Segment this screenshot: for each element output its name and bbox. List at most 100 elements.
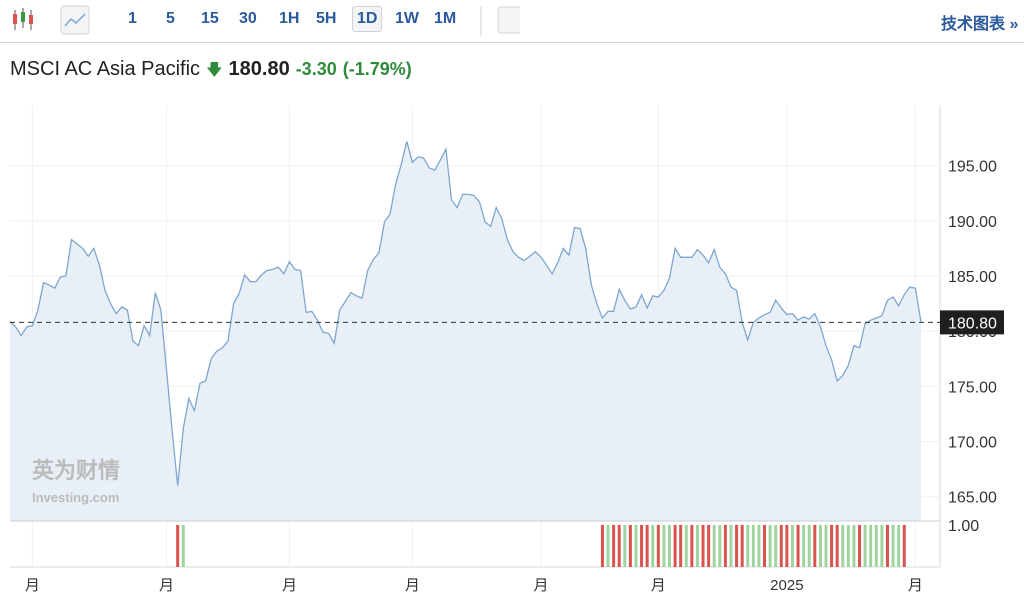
- technical-chart-link[interactable]: 技术图表 »: [941, 16, 1019, 33]
- volume-bar: [684, 524, 688, 567]
- volume-bar: [807, 524, 811, 567]
- x-tick-label: 月: [651, 577, 666, 594]
- volume-bar: [617, 524, 621, 567]
- x-tick-label: 2025: [770, 577, 803, 594]
- change: -3.30: [295, 59, 337, 79]
- volume-bar: [690, 524, 694, 567]
- last-price-box: [940, 310, 1004, 335]
- volume-bar: [830, 524, 834, 567]
- y-tick-label: 180.00: [948, 324, 997, 341]
- volume-bar: [623, 524, 627, 567]
- y-tick-label: 170.00: [948, 435, 997, 452]
- interval-button[interactable]: 5: [166, 10, 175, 27]
- volume-bar: [902, 524, 906, 567]
- volume-bar: [852, 524, 856, 567]
- volume-bar: [841, 524, 845, 567]
- line-icon[interactable]: [60, 5, 90, 35]
- watermark-brand: 英为财情: [32, 458, 120, 483]
- volume-bar: [880, 524, 884, 567]
- volume-bar: [612, 524, 616, 567]
- volume-bar: [634, 524, 638, 567]
- layout-icon-wrap: [480, 6, 520, 36]
- volume-bar: [181, 524, 185, 567]
- layout-icon[interactable]: [497, 6, 520, 34]
- interval-button[interactable]: 5H: [316, 10, 337, 27]
- volume-bar: [740, 524, 744, 567]
- volume-bar: [869, 524, 873, 567]
- volume-bar: [176, 524, 180, 567]
- instrument-name: MSCI AC Asia Pacific: [10, 58, 201, 80]
- interval-button[interactable]: 1H: [279, 10, 300, 27]
- volume-bar: [673, 524, 677, 567]
- volume-bar: [768, 524, 772, 567]
- interval-button[interactable]: 1M: [434, 10, 457, 27]
- volume-bar: [712, 524, 716, 567]
- volume-bar: [796, 524, 800, 567]
- volume-bar: [897, 524, 901, 567]
- x-tick-label: 月: [282, 577, 297, 594]
- volume-bar: [651, 524, 655, 567]
- volume-bar: [735, 524, 739, 567]
- y-tick-label: 185.00: [948, 269, 997, 286]
- volume-bar: [701, 524, 705, 567]
- volume-bar: [874, 524, 878, 567]
- x-tick-label: 月: [159, 577, 174, 594]
- volume-bar: [679, 524, 683, 567]
- price-line: [9, 141, 922, 486]
- y-tick-label: 175.00: [948, 379, 997, 396]
- y-tick-label: 195.00: [948, 159, 997, 176]
- interval-button[interactable]: 1W: [395, 10, 419, 27]
- volume-tick-label: 1.00: [948, 518, 979, 535]
- volume-bar: [640, 524, 644, 567]
- volume-bar: [600, 524, 604, 567]
- volume-bar: [628, 524, 632, 567]
- last-price-label: 180.80: [948, 315, 997, 332]
- volume-bar: [818, 524, 822, 567]
- candle-icon[interactable]: [13, 8, 33, 30]
- down-arrow: 🡇: [206, 62, 223, 79]
- volume-bar: [718, 524, 722, 567]
- volume-bar: [813, 524, 817, 567]
- change-pct: (-1.79%): [342, 59, 412, 79]
- volume-bar: [824, 524, 828, 567]
- interval-button[interactable]: 1D: [352, 6, 383, 32]
- toolbar: 1 5 15 30 1H 5H 1D 1W 1M 技术图表 »: [0, 0, 1024, 43]
- toolbar-icons: [13, 5, 90, 35]
- x-tick-label: 月: [908, 577, 923, 594]
- quote-header: MSCI AC Asia Pacific 🡇 180.80 -3.30 (-1.79%): [10, 58, 418, 86]
- volume-bar: [656, 524, 660, 567]
- x-tick-label: 月: [533, 577, 548, 594]
- volume-bar: [774, 524, 778, 567]
- volume-bar: [891, 524, 895, 567]
- volume-bar: [779, 524, 783, 567]
- y-tick-label: 165.00: [948, 490, 997, 507]
- x-tick-label: 月: [405, 577, 420, 594]
- volume-bar: [858, 524, 862, 567]
- volume-bar: [707, 524, 711, 567]
- volume-bar: [729, 524, 733, 567]
- volume-bar: [846, 524, 850, 567]
- volume-bar: [645, 524, 649, 567]
- volume-bar: [835, 524, 839, 567]
- interval-button[interactable]: 30: [239, 10, 257, 27]
- watermark-site: Investing.com: [32, 490, 119, 505]
- price: 180.80: [228, 58, 290, 80]
- y-tick-label: 190.00: [948, 214, 997, 231]
- volume-bar: [667, 524, 671, 567]
- volume-bar: [606, 524, 610, 567]
- interval-button[interactable]: 1: [128, 10, 137, 27]
- volume-bar: [723, 524, 727, 567]
- price-area: [10, 141, 921, 521]
- volume-bar: [885, 524, 889, 567]
- volume-bar: [757, 524, 761, 567]
- volume-bar: [785, 524, 789, 567]
- volume-bar: [763, 524, 767, 567]
- volume-bar: [802, 524, 806, 567]
- interval-button[interactable]: 15: [201, 10, 219, 27]
- volume-bar: [746, 524, 750, 567]
- volume-bar: [695, 524, 699, 567]
- x-tick-label: 月: [25, 577, 40, 594]
- volume-bar: [790, 524, 794, 567]
